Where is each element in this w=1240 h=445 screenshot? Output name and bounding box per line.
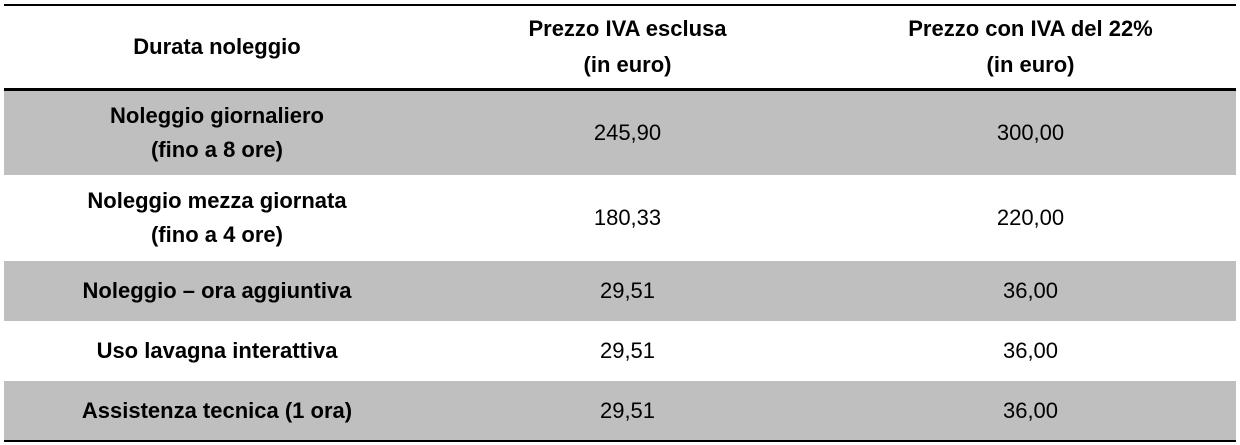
header-cell: Prezzo IVA esclusa (in euro) — [430, 5, 825, 89]
table-row: Assistenza tecnica (1 ora) 29,51 36,00 — [4, 381, 1236, 441]
cell-line: Prezzo IVA esclusa — [528, 15, 727, 41]
cell-text: 36,00 — [1002, 397, 1059, 423]
cell-line: Noleggio – ora aggiuntiva — [82, 278, 352, 303]
table-row: Noleggio – ora aggiuntiva 29,51 36,00 — [4, 261, 1236, 321]
cell-text: 29,51 — [599, 338, 656, 363]
price-cell: 29,51 — [430, 261, 825, 321]
cell-text: 220,00 — [996, 205, 1065, 230]
cell-text: 36,00 — [1002, 278, 1059, 303]
price-cell: 36,00 — [825, 321, 1236, 381]
cell-line: Noleggio giornaliero — [110, 102, 324, 128]
cell-line: Assistenza tecnica (1 ora) — [81, 397, 353, 423]
cell-text: 300,00 — [996, 119, 1065, 145]
cell-line: (fino a 8 ore) — [150, 136, 283, 162]
cell-line: (in euro) — [583, 51, 672, 77]
header-cell: Durata noleggio — [4, 5, 430, 89]
price-cell: 300,00 — [825, 89, 1236, 175]
price-cell: 36,00 — [825, 381, 1236, 441]
price-cell: 29,51 — [430, 381, 825, 441]
cell-line: Uso lavagna interattiva — [96, 338, 338, 363]
cell-line: (in euro) — [986, 51, 1075, 77]
table-row: Noleggio mezza giornata (fino a 4 ore) 180… — [4, 175, 1236, 261]
cell-text: 180,33 — [593, 205, 662, 230]
cell-text: 29,51 — [599, 278, 656, 303]
price-cell: 220,00 — [825, 175, 1236, 261]
row-label: Uso lavagna interattiva — [4, 321, 430, 381]
row-label: Noleggio giornaliero (fino a 8 ore) — [4, 89, 430, 175]
row-label: Noleggio – ora aggiuntiva — [4, 261, 430, 321]
price-cell: 29,51 — [430, 321, 825, 381]
price-table: Durata noleggio Prezzo IVA esclusa (in eur… — [4, 4, 1236, 442]
table-body: Noleggio giornaliero (fino a 8 ore) 245,90… — [4, 89, 1236, 441]
price-cell: 180,33 — [430, 175, 825, 261]
cell-text: 245,90 — [593, 119, 662, 145]
cell-line: (fino a 4 ore) — [150, 222, 283, 247]
cell-text: 29,51 — [599, 397, 656, 423]
row-label: Assistenza tecnica (1 ora) — [4, 381, 430, 441]
table-row: Noleggio giornaliero (fino a 8 ore) 245,90… — [4, 89, 1236, 175]
cell-line: Prezzo con IVA del 22% — [908, 15, 1153, 41]
header-cell: Prezzo con IVA del 22% (in euro) — [825, 5, 1236, 89]
table-row: Uso lavagna interattiva 29,51 36,00 — [4, 321, 1236, 381]
cell-text: 36,00 — [1002, 338, 1059, 363]
price-cell: 36,00 — [825, 261, 1236, 321]
row-label: Noleggio mezza giornata (fino a 4 ore) — [4, 175, 430, 261]
cell-line: Noleggio mezza giornata — [87, 188, 347, 213]
cell-line: Durata noleggio — [133, 33, 301, 59]
price-cell: 245,90 — [430, 89, 825, 175]
header-row: Durata noleggio Prezzo IVA esclusa (in eur… — [4, 5, 1236, 89]
